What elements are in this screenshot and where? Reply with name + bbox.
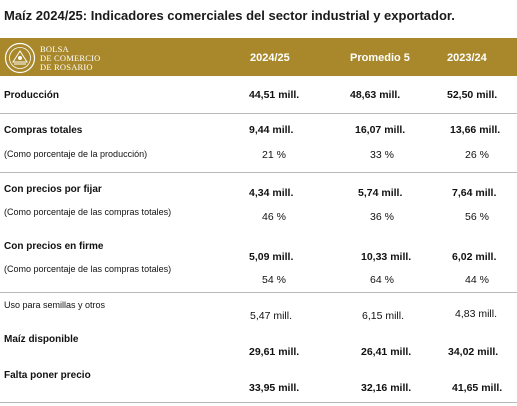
cell-compras-promedio-5: 16,07 mill. [355,124,406,136]
row-label-maiz-disponible: Maíz disponible [4,334,79,345]
row-label-porcentaje-produccion: (Como porcentaje de la producción) [4,149,148,159]
cell-en-firme-promedio-5: 10,33 mill. [361,251,412,263]
cell-pct-en-firme-2024-25: 54 % [262,274,286,286]
cell-produccion-2023-24: 52,50 mill. [447,89,498,101]
cell-pct-por-fijar-2024-25: 46 % [262,211,286,223]
logo-text: BOLSA DE COMERCIO DE ROSARIO [40,43,101,72]
cell-compras-2023-24: 13,66 mill. [450,124,501,136]
cell-pct-por-fijar-promedio-5: 36 % [370,211,394,223]
page-title: Maíz 2024/25: Indicadores comerciales de… [4,8,455,23]
row-label-porcentaje-compras: (Como porcentaje de las compras totales) [4,207,172,217]
row-label-precios-en-firme: Con precios en firme [4,241,104,252]
cell-semillas-2024-25: 5,47 mill. [250,310,293,322]
cell-por-fijar-2023-24: 7,64 mill. [452,187,497,199]
cell-falta-precio-2024-25: 33,95 mill. [249,382,300,394]
row-label-falta-poner-precio: Falta poner precio [4,370,91,381]
logo-line-3: DE ROSARIO [40,61,93,72]
cell-disponible-promedio-5: 26,41 mill. [361,346,412,358]
column-header-promedio-5: Promedio 5 [350,52,410,64]
row-separator [0,113,517,114]
cell-disponible-2023-24: 34,02 mill. [448,346,499,358]
row-label-uso-semillas: Uso para semillas y otros [4,300,106,310]
row-label-produccion: Producción [4,90,60,101]
cell-en-firme-2023-24: 6,02 mill. [452,251,497,263]
table-header: BOLSA DE COMERCIO DE ROSARIO 2024/25 Pro… [0,38,517,76]
cell-pct-produccion-2023-24: 26 % [465,149,489,161]
row-label-porcentaje-compras: (Como porcentaje de las compras totales) [4,264,172,274]
cell-por-fijar-promedio-5: 5,74 mill. [358,187,403,199]
cell-pct-por-fijar-2023-24: 56 % [465,211,489,223]
row-separator [0,402,517,403]
seal-icon [4,42,36,74]
column-header-2023-24: 2023/24 [447,52,487,64]
cell-pct-produccion-2024-25: 21 % [262,149,286,161]
cell-por-fijar-2024-25: 4,34 mill. [249,187,294,199]
cell-en-firme-2024-25: 5,09 mill. [249,251,294,263]
cell-compras-2024-25: 9,44 mill. [249,124,294,136]
logo: BOLSA DE COMERCIO DE ROSARIO [4,42,101,74]
row-separator [0,292,517,293]
logo-line-2: DE COMERCIO [40,52,101,63]
row-separator [0,172,517,173]
row-label-compras-totales: Compras totales [4,125,83,136]
column-header-2024-25: 2024/25 [250,52,290,64]
cell-disponible-2024-25: 29,61 mill. [249,346,300,358]
cell-pct-produccion-promedio-5: 33 % [370,149,394,161]
row-label-precios-por-fijar: Con precios por fijar [4,184,102,195]
cell-falta-precio-2023-24: 41,65 mill. [452,382,503,394]
cell-falta-precio-promedio-5: 32,16 mill. [361,382,412,394]
cell-produccion-promedio-5: 48,63 mill. [350,89,401,101]
cell-semillas-2023-24: 4,83 mill. [455,308,498,320]
cell-pct-en-firme-promedio-5: 64 % [370,274,394,286]
logo-line-1: BOLSA [40,43,69,54]
cell-produccion-2024-25: 44,51 mill. [249,89,300,101]
cell-semillas-promedio-5: 6,15 mill. [362,310,405,322]
cell-pct-en-firme-2023-24: 44 % [465,274,489,286]
